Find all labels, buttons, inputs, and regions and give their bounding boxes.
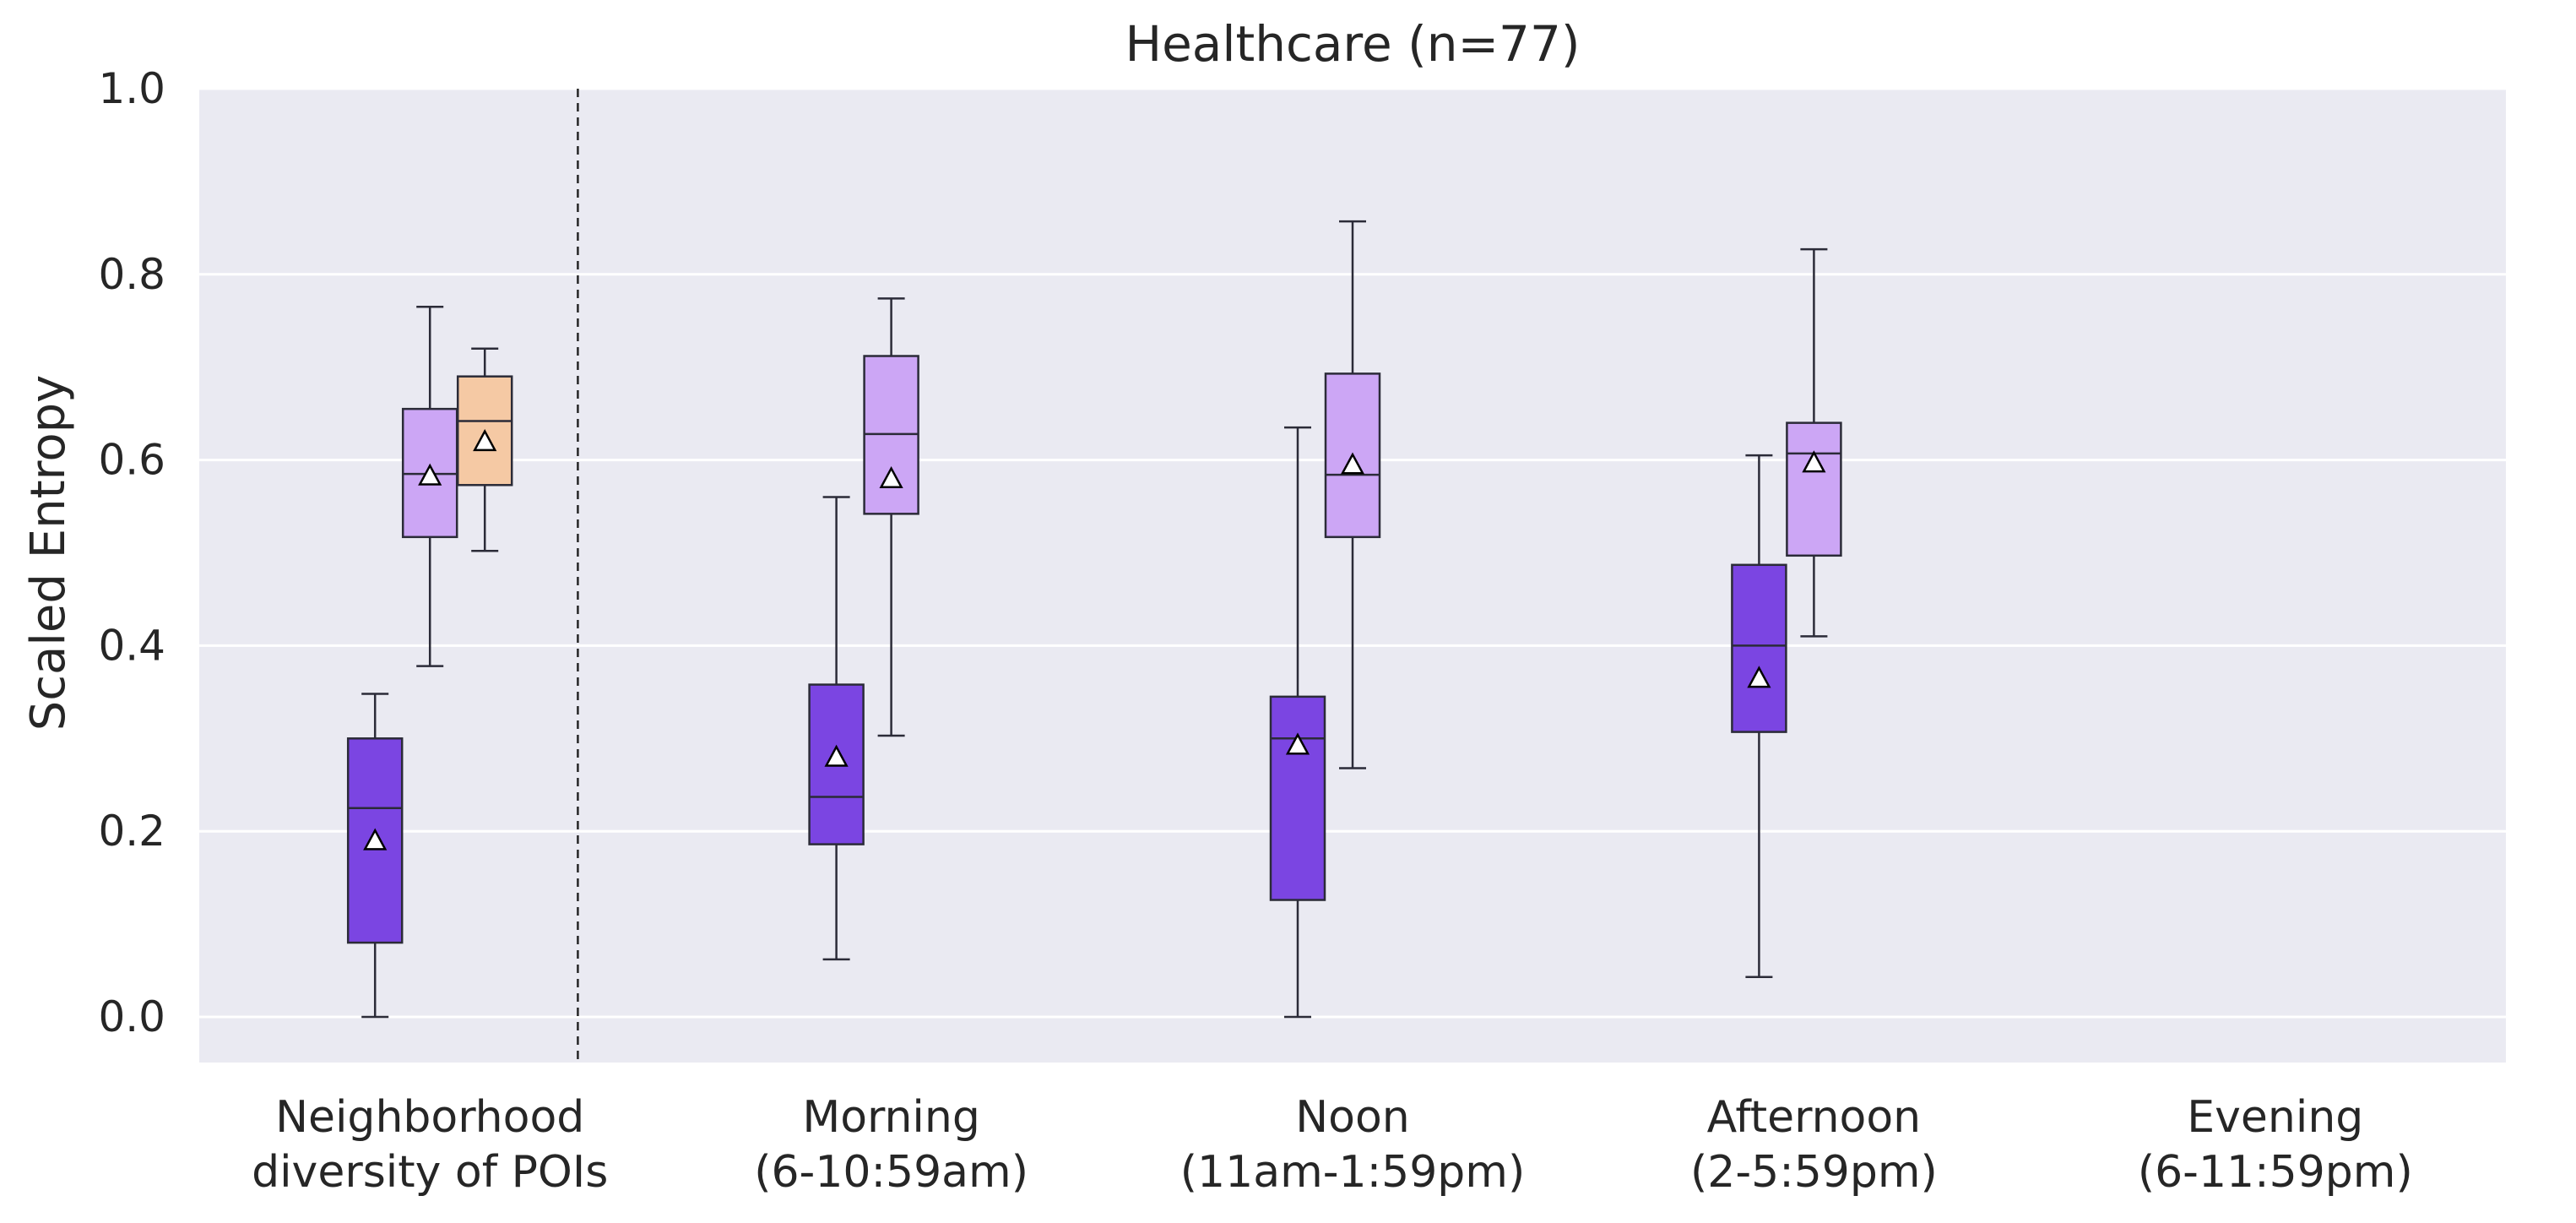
box-body xyxy=(1786,421,1842,557)
boxplot xyxy=(1731,454,1787,978)
boxplot xyxy=(346,693,404,1019)
x-tick-label: Neighborhood xyxy=(275,1092,584,1143)
mean-marker xyxy=(1802,450,1826,473)
boxplot xyxy=(1269,426,1326,1019)
x-tick-label: Noon xyxy=(1295,1092,1409,1143)
y-tick-label: 0.0 xyxy=(98,992,165,1041)
y-tick-label: 0.4 xyxy=(98,621,165,670)
mean-marker xyxy=(1285,732,1310,755)
mean-marker xyxy=(879,465,903,489)
boxplot xyxy=(456,347,513,552)
boxplot xyxy=(1786,247,1842,638)
y-tick-label: 0.2 xyxy=(98,807,165,856)
chart-title: Healthcare (n=77) xyxy=(1125,15,1581,73)
mean-marker xyxy=(473,428,497,452)
x-tick-label: (6-10:59am) xyxy=(754,1147,1028,1198)
y-tick-label: 1.0 xyxy=(98,64,165,113)
mean-marker xyxy=(418,463,442,486)
x-tick-label: diversity of POIs xyxy=(252,1147,608,1198)
y-tick-labels: 0.0 0.2 0.4 0.6 0.8 1.0 xyxy=(98,64,165,1041)
x-tick-label: Afternoon xyxy=(1707,1092,1922,1143)
box-body xyxy=(1269,695,1326,901)
y-tick-label: 0.6 xyxy=(98,436,165,485)
x-tick-label: (2-5:59pm) xyxy=(1690,1147,1938,1198)
mean-marker xyxy=(1747,666,1771,688)
x-tick-label: Evening xyxy=(2187,1092,2363,1143)
x-tick-label: (11am-1:59pm) xyxy=(1180,1147,1525,1198)
y-tick-label: 0.8 xyxy=(98,250,165,299)
boxplot xyxy=(808,496,865,961)
boxplot xyxy=(1324,220,1381,769)
boxplot xyxy=(863,297,919,737)
boxplots xyxy=(346,220,1842,1019)
box-body xyxy=(1731,563,1787,733)
mean-marker xyxy=(824,744,849,767)
boxplot xyxy=(401,306,458,667)
mean-marker xyxy=(363,828,388,851)
mean-marker xyxy=(1340,452,1365,475)
x-tick-label: Morning xyxy=(802,1092,980,1143)
x-tick-label: (6-11:59pm) xyxy=(2138,1147,2413,1198)
y-axis-title: Scaled Entropy xyxy=(21,375,76,731)
